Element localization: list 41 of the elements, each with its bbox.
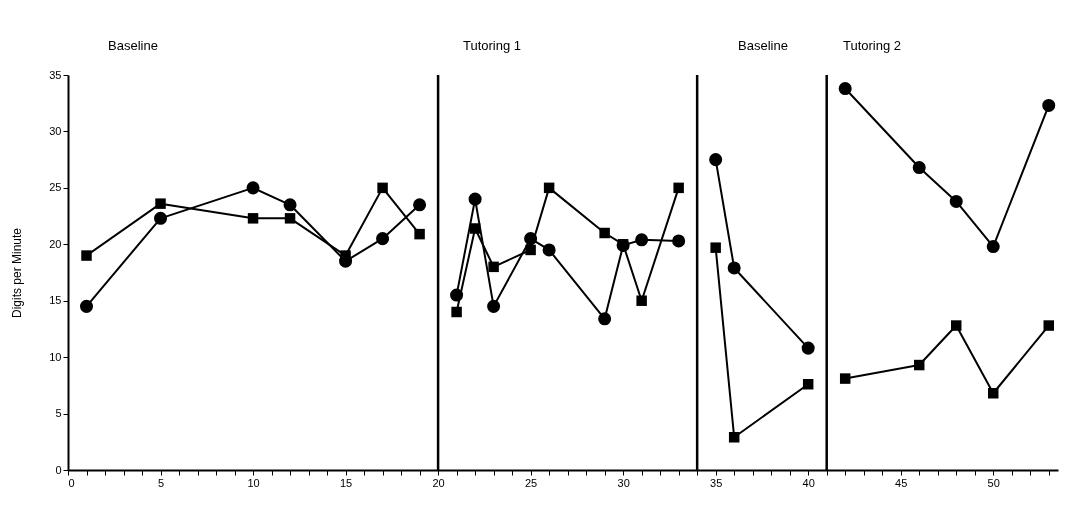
y-tick-label: 5 — [55, 407, 62, 420]
y-tick-label: 15 — [49, 294, 62, 307]
point — [1042, 98, 1056, 112]
text: Tutoring 2 — [843, 38, 902, 53]
y-tick-label: 30 — [49, 124, 62, 137]
y-tick-label: 20 — [49, 237, 62, 250]
x-tick-label: 50 — [987, 476, 1000, 489]
x-tick-label: 25 — [524, 476, 538, 489]
text: Baseline — [738, 38, 788, 53]
x-tick-label: 15 — [339, 476, 353, 489]
text: Baseline — [108, 38, 158, 53]
x-tick-label: 35 — [710, 476, 723, 489]
point — [377, 182, 388, 194]
x-tick-label: 5 — [157, 476, 165, 489]
point — [155, 198, 166, 209]
y-tick-label: 10 — [49, 350, 62, 363]
point — [246, 181, 260, 195]
point — [838, 82, 852, 96]
point — [949, 194, 963, 208]
point — [284, 213, 296, 224]
x-tick-label: 40 — [802, 476, 815, 489]
y-tick-label: 35 — [49, 68, 62, 81]
x-tick-label: 0 — [68, 476, 75, 489]
point — [81, 250, 92, 261]
point — [376, 232, 390, 246]
point — [414, 228, 425, 240]
point — [912, 161, 926, 175]
y-tick-label: 0 — [55, 463, 62, 476]
point — [79, 299, 94, 313]
y-axis-title: Digits per Minute — [10, 227, 25, 319]
point — [283, 198, 297, 212]
x-tick-label: 30 — [617, 476, 630, 489]
point — [986, 240, 1000, 254]
point — [413, 198, 427, 212]
x-tick-label: 10 — [247, 476, 260, 489]
x-tick-label: 45 — [895, 476, 908, 489]
y-tick-label: 25 — [49, 181, 62, 194]
text: Tutoring 1 — [463, 38, 522, 53]
point — [154, 211, 168, 225]
x-tick-label: 20 — [432, 476, 445, 489]
point — [247, 213, 259, 224]
